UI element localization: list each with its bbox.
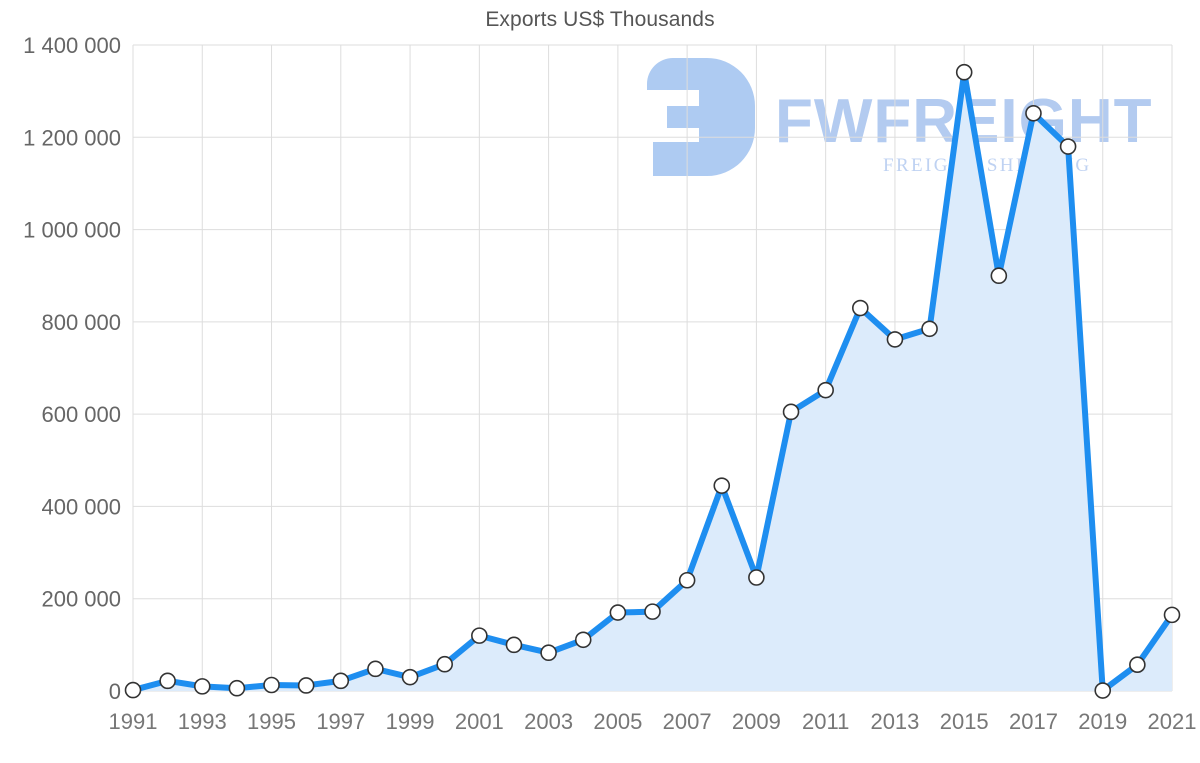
data-point-marker[interactable] (505, 636, 523, 654)
data-point-marker[interactable] (124, 681, 142, 699)
data-point-marker[interactable] (748, 569, 765, 586)
area-fill (133, 72, 1172, 691)
x-axis-tick-label: 1993 (178, 709, 227, 734)
data-point-marker[interactable] (1025, 104, 1042, 122)
y-axis-tick-label: 800 000 (41, 310, 121, 335)
data-point-marker[interactable] (817, 381, 834, 399)
data-point-marker[interactable] (1059, 138, 1077, 155)
y-axis-labels: 1 400 000 1 200 000 1 000 000 800 000 600 00… (23, 33, 121, 704)
y-axis-tick-label: 600 000 (41, 402, 121, 427)
x-axis-tick-label: 2013 (870, 709, 919, 734)
data-point-marker[interactable] (1094, 682, 1112, 699)
area-path (133, 72, 1172, 691)
data-point-marker[interactable] (886, 331, 904, 348)
y-axis-tick-label: 1 200 000 (23, 125, 121, 150)
data-markers (124, 63, 1181, 699)
x-axis-tick-label: 2021 (1148, 709, 1197, 734)
data-point-marker[interactable] (263, 676, 280, 694)
data-point-marker[interactable] (540, 644, 557, 662)
data-point-marker[interactable] (609, 604, 627, 621)
y-axis-tick-label: 0 (109, 679, 121, 704)
x-axis-tick-label: 1999 (386, 709, 435, 734)
data-point-marker[interactable] (990, 267, 1008, 285)
x-axis-tick-label: 2001 (455, 709, 504, 734)
x-axis-tick-label: 1997 (316, 709, 365, 734)
x-axis-tick-label: 2019 (1078, 709, 1127, 734)
y-axis-tick-label: 400 000 (41, 494, 121, 519)
x-axis-tick-label: 2011 (802, 709, 849, 734)
data-point-marker[interactable] (401, 668, 419, 686)
x-axis-tick-label: 2007 (663, 709, 712, 734)
data-point-marker[interactable] (955, 63, 973, 81)
data-point-marker[interactable] (574, 631, 592, 649)
data-point-marker[interactable] (228, 679, 246, 697)
x-axis-tick-label: 2015 (940, 709, 989, 734)
data-point-marker[interactable] (1129, 656, 1146, 673)
data-point-marker[interactable] (644, 603, 661, 620)
data-point-marker[interactable] (1163, 606, 1181, 624)
x-axis-tick-label: 2017 (1009, 709, 1058, 734)
data-point-marker[interactable] (713, 477, 731, 494)
data-point-marker[interactable] (297, 677, 315, 694)
x-axis-labels: 1991 1993 1995 1997 1999 2001 2003 2005 2007 2009… (109, 709, 1197, 734)
x-axis-tick-label: 1991 (109, 709, 158, 734)
x-axis-tick-label: 2005 (593, 709, 642, 734)
data-point-marker[interactable] (332, 672, 350, 690)
data-point-marker[interactable] (471, 627, 488, 644)
x-axis-tick-label: 2003 (524, 709, 573, 734)
data-point-marker[interactable] (367, 660, 384, 678)
x-axis-tick-label: 2009 (732, 709, 781, 734)
data-point-marker[interactable] (782, 403, 800, 421)
y-axis-tick-label: 1 000 000 (23, 218, 121, 243)
data-point-marker[interactable] (436, 655, 454, 673)
x-axis-tick-label: 1995 (247, 709, 296, 734)
data-point-marker[interactable] (851, 299, 869, 317)
y-axis-tick-label: 200 000 (41, 587, 121, 612)
data-point-marker[interactable] (193, 678, 211, 695)
data-point-marker[interactable] (159, 672, 176, 690)
y-axis-tick-label: 1 400 000 (23, 33, 121, 58)
data-point-marker[interactable] (678, 571, 696, 589)
data-point-marker[interactable] (921, 320, 938, 338)
chart-title: Exports US$ Thousands (485, 8, 715, 31)
